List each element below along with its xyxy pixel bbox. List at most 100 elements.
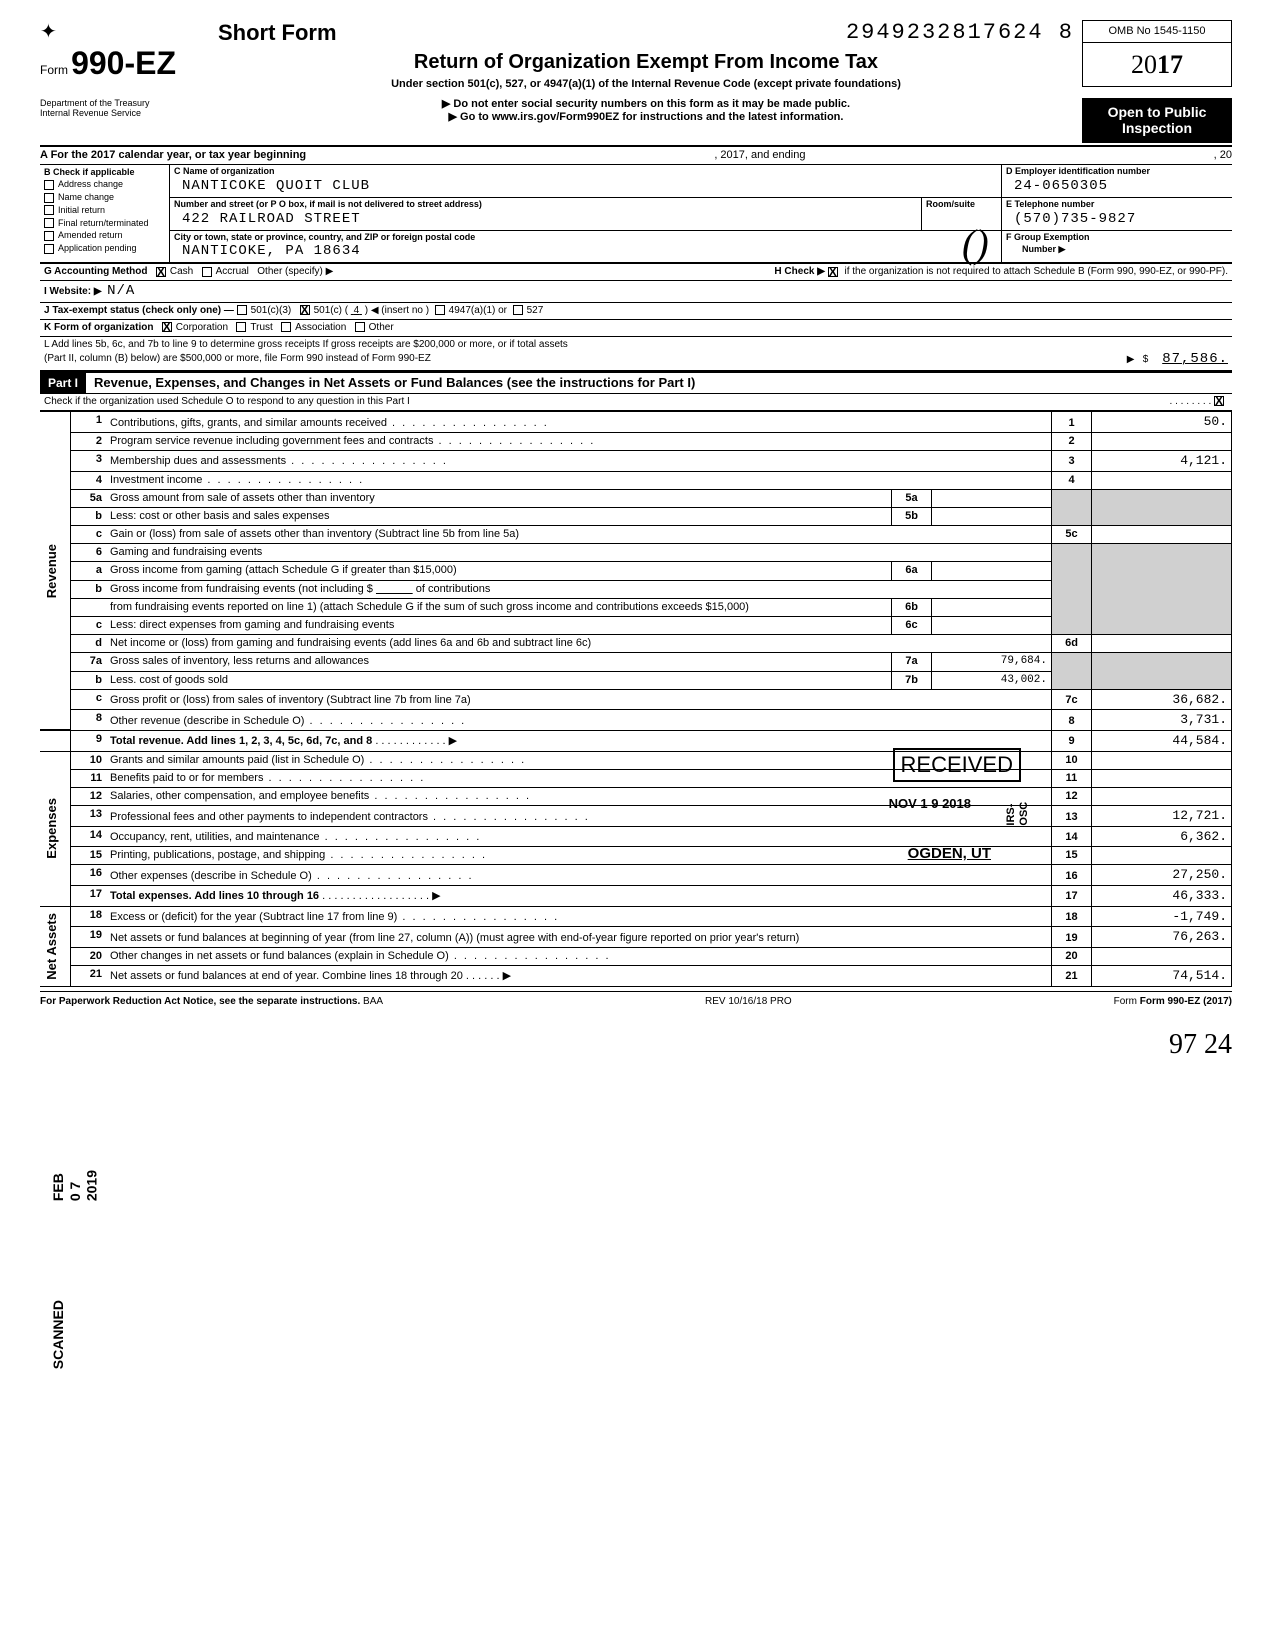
checkbox-icon[interactable]: [44, 180, 54, 190]
line-desc: Less: direct expenses from gaming and fu…: [110, 619, 394, 631]
d-label: D Employer identification number: [1002, 165, 1232, 178]
checkbox-h[interactable]: [828, 267, 838, 277]
check-label: Final return/terminated: [58, 218, 149, 228]
checkbox-accrual[interactable]: [202, 267, 212, 277]
checkbox-icon[interactable]: [44, 218, 54, 228]
i-label: I Website: ▶: [44, 286, 102, 297]
inner-val: [932, 507, 1052, 525]
inner-no: 7a: [892, 653, 932, 671]
check-amended-return[interactable]: Amended return: [44, 229, 165, 242]
tax-year: 2017: [1082, 43, 1232, 87]
box-no: 7c: [1052, 689, 1092, 710]
footer-paperwork: For Paperwork Reduction Act Notice, see …: [40, 996, 360, 1007]
k-label: K Form of organization: [44, 322, 153, 333]
j-501c3: 501(c)(3): [251, 305, 292, 316]
line-no: 19: [70, 927, 106, 948]
side-revenue-label: Revenue: [44, 544, 60, 598]
table-row: Net Assets 18 Excess or (deficit) for th…: [40, 906, 1232, 927]
check-label: Address change: [58, 179, 123, 189]
form-number: 990-EZ: [71, 45, 176, 81]
box-no: 8: [1052, 710, 1092, 731]
irs-osc-stamp: IRS-OSC: [1005, 786, 1031, 826]
checkbox-part1-schedule-o[interactable]: [1214, 396, 1224, 406]
checkbox-527[interactable]: [513, 305, 523, 315]
j-4947: 4947(a)(1) or: [449, 305, 507, 316]
box-no: 6d: [1052, 635, 1092, 653]
main-title: Return of Organization Exempt From Incom…: [218, 50, 1074, 74]
page-footer: For Paperwork Reduction Act Notice, see …: [40, 991, 1232, 1008]
footer-baa: BAA: [363, 996, 383, 1007]
g-label: G Accounting Method: [44, 266, 148, 277]
checkbox-icon[interactable]: [44, 205, 54, 215]
line-no: b: [70, 580, 106, 598]
b-label: B Check if applicable: [44, 167, 165, 178]
checkbox-icon[interactable]: [44, 193, 54, 203]
public-inspection: Open to Public Inspection: [1082, 98, 1232, 144]
l-text1: L Add lines 5b, 6c, and 7b to line 9 to …: [44, 339, 1228, 351]
amount: 36,682.: [1092, 689, 1232, 710]
box-no: 1: [1052, 412, 1092, 433]
goto-instructions: Go to www.irs.gov/Form990EZ for instruct…: [210, 111, 1082, 124]
line-no: [70, 598, 106, 616]
col-c-org: C Name of organization NANTICOKE QUOIT C…: [170, 165, 1002, 262]
inner-val: 79,684.: [932, 653, 1052, 671]
box-no: 10: [1052, 751, 1092, 769]
line-desc: Contributions, gifts, grants, and simila…: [110, 417, 549, 429]
check-name-change[interactable]: Name change: [44, 191, 165, 204]
box-no: 18: [1052, 906, 1092, 927]
amount: [1092, 432, 1232, 450]
amount: [1092, 471, 1232, 489]
handwritten-numbers: 97 24: [40, 1028, 1232, 1062]
inner-val: [932, 562, 1052, 580]
box-no: 16: [1052, 865, 1092, 886]
c-room-label: Room/suite: [922, 198, 1001, 211]
form-prefix: Form: [40, 63, 68, 77]
table-row: 19 Net assets or fund balances at beginn…: [40, 927, 1232, 948]
k-other: Other: [369, 322, 394, 333]
checkbox-trust[interactable]: [236, 322, 246, 332]
line-desc: Other expenses (describe in Schedule O): [110, 870, 474, 882]
line-desc: Occupancy, rent, utilities, and maintena…: [110, 831, 481, 843]
table-row: c Gross profit or (loss) from sales of i…: [40, 689, 1232, 710]
checkbox-501c[interactable]: [300, 305, 310, 315]
table-row: 17 Total expenses. Add lines 10 through …: [40, 886, 1232, 907]
checkbox-corp[interactable]: [162, 322, 172, 332]
line-desc: Less. cost of goods sold: [110, 674, 228, 686]
amount: 27,250.: [1092, 865, 1232, 886]
checkbox-icon[interactable]: [44, 231, 54, 241]
checkbox-cash[interactable]: [156, 267, 166, 277]
inner-no: 6b: [892, 598, 932, 616]
line-desc: Less: cost or other basis and sales expe…: [110, 510, 330, 522]
table-row: 16 Other expenses (describe in Schedule …: [40, 865, 1232, 886]
shaded-cell: [1092, 653, 1232, 689]
amount: 6,362.: [1092, 826, 1232, 847]
box-no: 4: [1052, 471, 1092, 489]
box-no: 12: [1052, 787, 1092, 805]
checkbox-other[interactable]: [355, 322, 365, 332]
table-row: 14 Occupancy, rent, utilities, and maint…: [40, 826, 1232, 847]
checkbox-assoc[interactable]: [281, 322, 291, 332]
inner-val: 43,002.: [932, 671, 1052, 689]
lines-table: Revenue 1 Contributions, gifts, grants, …: [40, 411, 1232, 987]
line-no: 20: [70, 947, 106, 965]
check-final-return[interactable]: Final return/terminated: [44, 217, 165, 230]
amount: [1092, 751, 1232, 769]
line-no: 5a: [70, 489, 106, 507]
checkbox-icon[interactable]: [44, 244, 54, 254]
check-initial-return[interactable]: Initial return: [44, 204, 165, 217]
check-application-pending[interactable]: Application pending: [44, 242, 165, 255]
checkbox-501c3[interactable]: [237, 305, 247, 315]
check-label: Amended return: [58, 230, 123, 240]
checkbox-4947[interactable]: [435, 305, 445, 315]
line-desc: Gaming and fundraising events: [110, 546, 262, 558]
line-desc: Investment income: [110, 474, 364, 486]
box-no: 2: [1052, 432, 1092, 450]
h-text: if the organization is not required to a…: [844, 266, 1228, 277]
line-no: 10: [70, 751, 106, 769]
check-address-change[interactable]: Address change: [44, 178, 165, 191]
line-desc: Net income or (loss) from gaming and fun…: [110, 637, 591, 649]
line-desc-mid: of contributions: [416, 583, 491, 595]
right-header-col: OMB No 1545-1150 2017: [1082, 20, 1232, 87]
check-label: Name change: [58, 192, 114, 202]
line-desc: Other changes in net assets or fund bala…: [110, 950, 611, 962]
